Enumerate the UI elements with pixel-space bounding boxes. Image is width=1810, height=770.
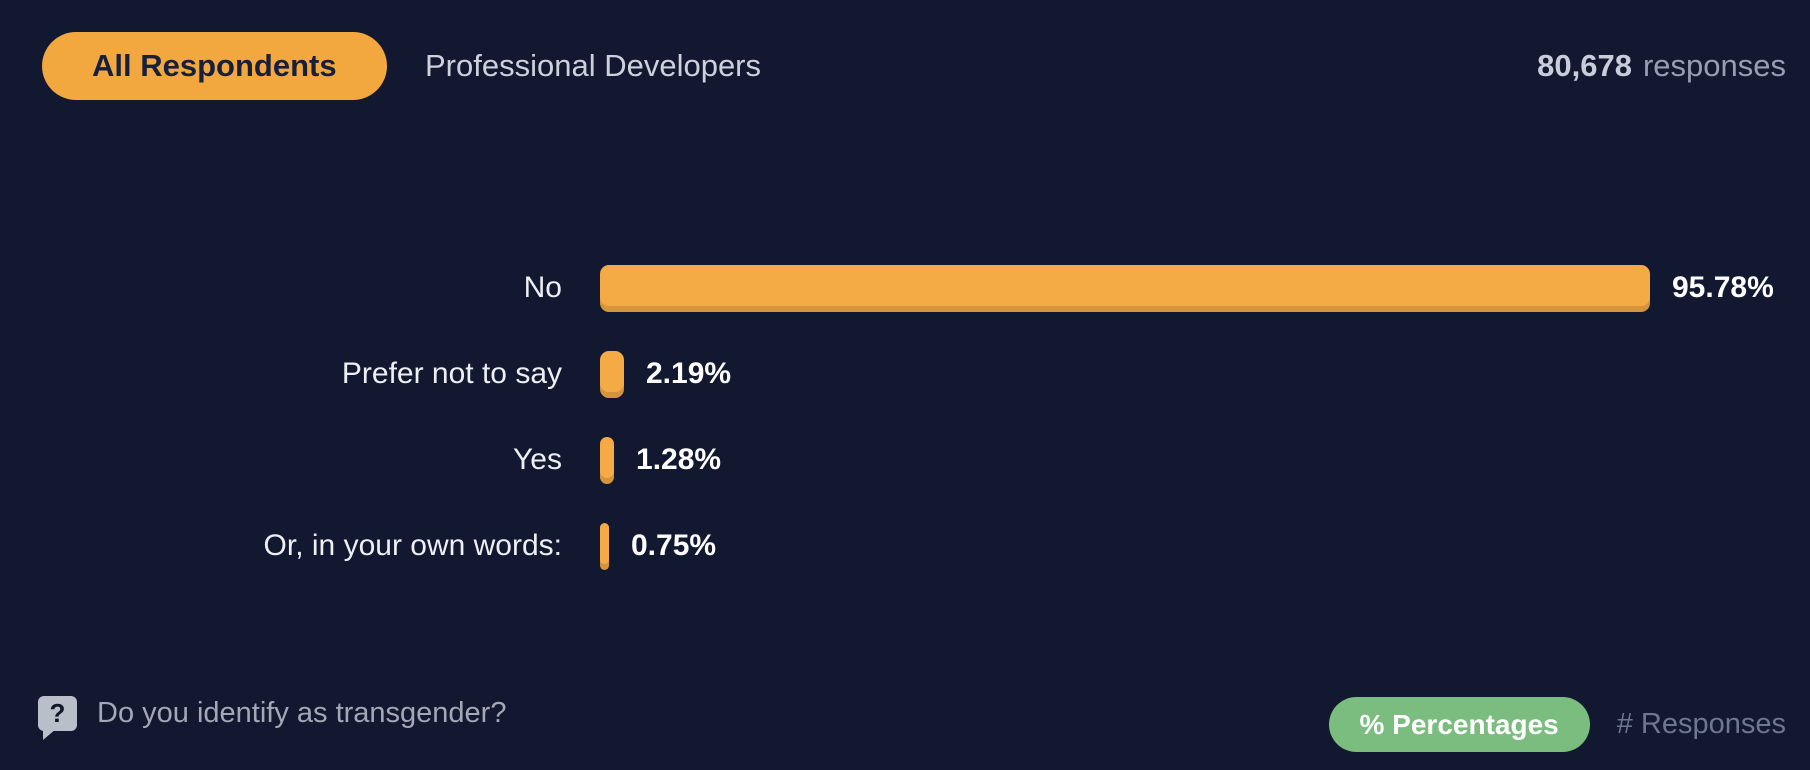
question-row: ? Do you identify as transgender? bbox=[38, 696, 507, 740]
responses-count: 80,678 bbox=[1537, 48, 1632, 83]
bar-row: Yes 1.28% bbox=[0, 417, 1810, 503]
tab-all-respondents[interactable]: All Respondents bbox=[42, 32, 387, 100]
bar bbox=[600, 436, 615, 484]
question-text: Do you identify as transgender? bbox=[97, 697, 507, 729]
bar-label: Prefer not to say bbox=[341, 357, 562, 390]
question-bubble-icon: ? bbox=[38, 696, 77, 740]
bar-track: 95.78% bbox=[600, 264, 1774, 312]
bar-row: Or, in your own words: 0.75% bbox=[0, 503, 1810, 589]
bar-track: 1.28% bbox=[600, 436, 722, 484]
bar bbox=[600, 350, 624, 398]
bar-value: 95.78% bbox=[1672, 271, 1774, 304]
bar-chart: No 95.78% Prefer not to say 2.19% Yes 1.… bbox=[0, 245, 1810, 589]
bar-label: Or, in your own words: bbox=[263, 529, 562, 562]
bar-value: 0.75% bbox=[631, 529, 717, 562]
bar bbox=[600, 264, 1650, 312]
bar-row: Prefer not to say 2.19% bbox=[0, 331, 1810, 417]
responses-count-label: responses bbox=[1642, 48, 1786, 83]
percentages-toggle-button[interactable]: % Percentages bbox=[1328, 697, 1590, 752]
bar-label: Yes bbox=[513, 443, 562, 476]
tab-professional-developers[interactable]: Professional Developers bbox=[425, 32, 761, 100]
header: All Respondents Professional Developers … bbox=[0, 0, 1810, 130]
bar bbox=[600, 522, 609, 570]
bar-row: No 95.78% bbox=[0, 245, 1810, 331]
bar-track: 0.75% bbox=[600, 522, 717, 570]
responses-toggle-button[interactable]: # Responses bbox=[1616, 708, 1786, 740]
bar-label: No bbox=[523, 271, 562, 304]
display-toggle: % Percentages # Responses bbox=[1328, 697, 1786, 752]
bar-value: 2.19% bbox=[646, 357, 732, 390]
bar-track: 2.19% bbox=[600, 350, 732, 398]
responses-total: 80,678 responses bbox=[1537, 32, 1786, 100]
bar-value: 1.28% bbox=[636, 443, 722, 476]
